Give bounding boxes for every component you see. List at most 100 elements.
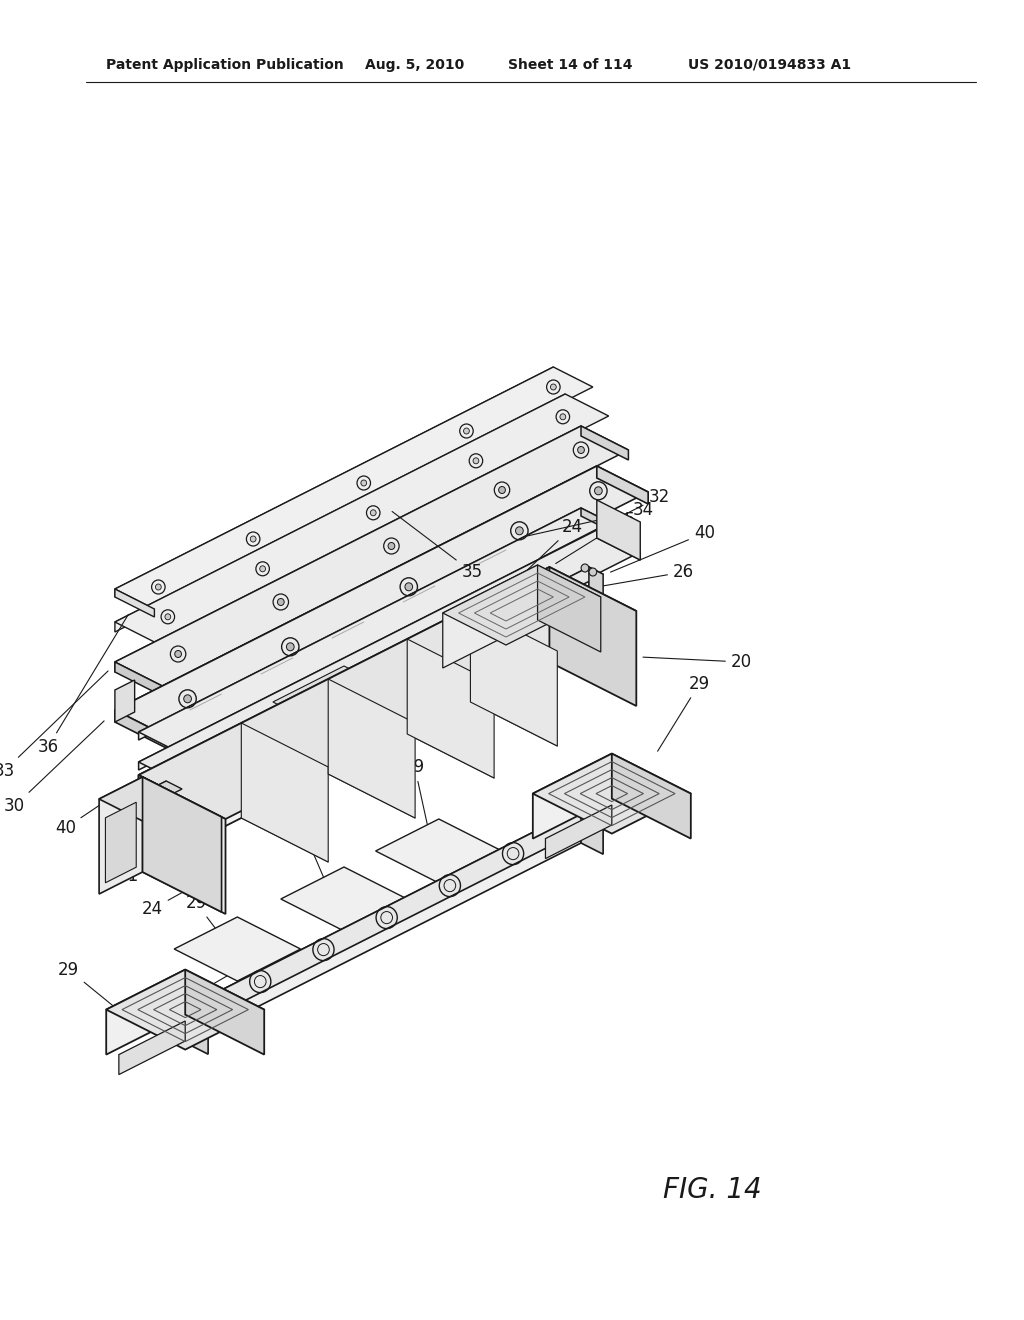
Circle shape xyxy=(278,598,285,606)
Circle shape xyxy=(165,614,171,620)
Polygon shape xyxy=(550,568,636,706)
Text: 36: 36 xyxy=(38,614,128,756)
Polygon shape xyxy=(597,531,640,560)
Text: 25: 25 xyxy=(556,511,636,564)
Polygon shape xyxy=(186,808,603,1019)
Text: 29: 29 xyxy=(185,894,248,970)
Text: 26: 26 xyxy=(599,564,694,586)
Text: US 2010/0194833 A1: US 2010/0194833 A1 xyxy=(688,58,851,73)
Polygon shape xyxy=(138,531,597,770)
Circle shape xyxy=(156,583,161,590)
Polygon shape xyxy=(138,508,581,741)
Circle shape xyxy=(183,694,191,702)
Polygon shape xyxy=(115,426,629,686)
Polygon shape xyxy=(185,970,264,1055)
Polygon shape xyxy=(115,466,597,722)
Polygon shape xyxy=(597,466,648,504)
Polygon shape xyxy=(408,639,495,777)
Polygon shape xyxy=(115,663,162,696)
Polygon shape xyxy=(442,565,601,645)
Text: 40: 40 xyxy=(610,524,715,572)
Text: 30: 30 xyxy=(4,721,104,814)
Polygon shape xyxy=(376,818,502,883)
Polygon shape xyxy=(115,426,581,672)
Polygon shape xyxy=(115,680,134,722)
Circle shape xyxy=(473,458,479,463)
Polygon shape xyxy=(119,1020,185,1074)
Polygon shape xyxy=(581,808,603,854)
Polygon shape xyxy=(138,568,603,803)
Polygon shape xyxy=(186,808,581,1043)
Circle shape xyxy=(581,564,589,572)
Polygon shape xyxy=(597,500,640,560)
Polygon shape xyxy=(138,568,636,818)
Polygon shape xyxy=(115,710,166,748)
Polygon shape xyxy=(174,917,301,981)
Polygon shape xyxy=(589,568,603,599)
Polygon shape xyxy=(532,754,611,838)
Text: Patent Application Publication: Patent Application Publication xyxy=(106,58,344,73)
Circle shape xyxy=(515,527,523,535)
Circle shape xyxy=(595,487,602,495)
Text: FIG. 14: FIG. 14 xyxy=(663,1176,761,1204)
Polygon shape xyxy=(138,775,225,913)
Text: Aug. 5, 2010: Aug. 5, 2010 xyxy=(366,58,465,73)
Circle shape xyxy=(175,651,181,657)
Circle shape xyxy=(464,428,469,434)
Text: 34: 34 xyxy=(525,502,653,536)
Circle shape xyxy=(371,510,376,516)
Text: 29: 29 xyxy=(404,758,438,874)
Polygon shape xyxy=(329,678,415,818)
Text: 29: 29 xyxy=(58,961,134,1023)
Text: 20: 20 xyxy=(643,653,752,671)
Polygon shape xyxy=(138,781,166,836)
Polygon shape xyxy=(242,723,329,862)
Circle shape xyxy=(560,413,565,420)
Text: 28: 28 xyxy=(138,973,233,1030)
Circle shape xyxy=(404,583,413,591)
Polygon shape xyxy=(538,565,601,652)
Circle shape xyxy=(250,536,256,543)
Polygon shape xyxy=(273,667,372,715)
Circle shape xyxy=(360,480,367,486)
Polygon shape xyxy=(442,565,538,668)
Text: 31: 31 xyxy=(118,801,187,884)
Text: 33: 33 xyxy=(0,671,109,780)
Text: 24: 24 xyxy=(517,517,583,579)
Text: 29: 29 xyxy=(295,826,343,923)
Polygon shape xyxy=(115,367,593,609)
Polygon shape xyxy=(115,589,155,616)
Polygon shape xyxy=(138,568,550,870)
Polygon shape xyxy=(581,508,616,535)
Text: Sheet 14 of 114: Sheet 14 of 114 xyxy=(508,58,633,73)
Polygon shape xyxy=(115,393,608,644)
Polygon shape xyxy=(138,781,182,803)
Circle shape xyxy=(589,568,597,576)
Text: 32: 32 xyxy=(541,488,670,558)
Text: 35: 35 xyxy=(392,511,482,581)
Polygon shape xyxy=(115,466,648,737)
Circle shape xyxy=(551,384,556,389)
Polygon shape xyxy=(470,607,557,746)
Polygon shape xyxy=(186,1008,208,1055)
Circle shape xyxy=(287,643,294,651)
Text: 37: 37 xyxy=(429,647,548,669)
Polygon shape xyxy=(99,777,221,840)
Polygon shape xyxy=(99,777,142,894)
Circle shape xyxy=(388,543,395,549)
Polygon shape xyxy=(138,531,640,784)
Circle shape xyxy=(578,446,585,454)
Polygon shape xyxy=(611,754,691,838)
Polygon shape xyxy=(281,867,408,931)
Polygon shape xyxy=(105,803,136,883)
Circle shape xyxy=(499,487,506,494)
Polygon shape xyxy=(106,970,185,1055)
Polygon shape xyxy=(106,970,264,1049)
Polygon shape xyxy=(532,754,691,834)
Polygon shape xyxy=(142,777,221,912)
Text: 40: 40 xyxy=(55,775,145,837)
Polygon shape xyxy=(138,508,616,750)
Polygon shape xyxy=(581,426,629,459)
Polygon shape xyxy=(138,568,589,820)
Polygon shape xyxy=(115,367,553,597)
